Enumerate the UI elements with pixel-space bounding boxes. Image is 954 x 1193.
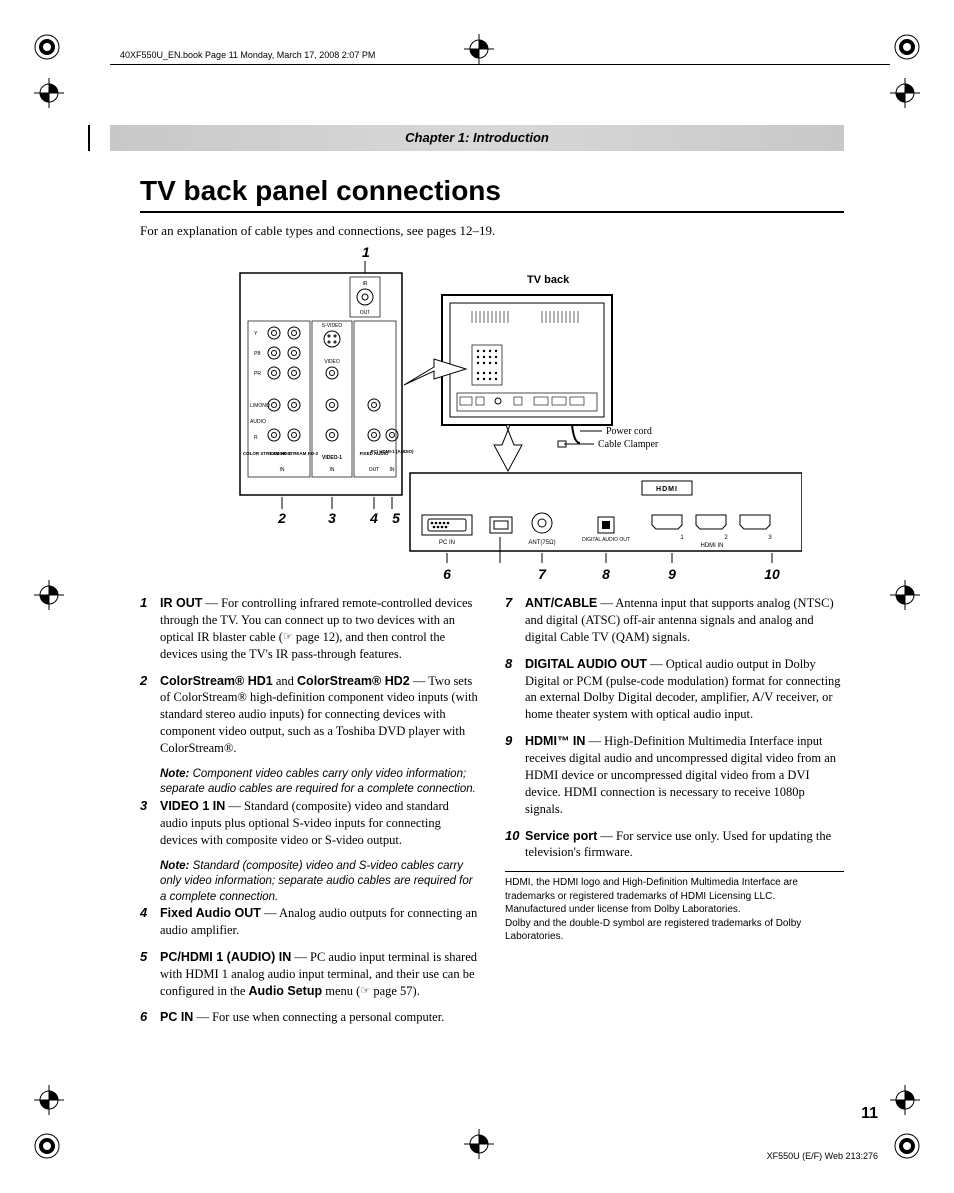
footnote-rule bbox=[505, 871, 844, 872]
svg-text:HDMI IN: HDMI IN bbox=[701, 543, 724, 549]
item-number: 3 bbox=[140, 798, 160, 849]
item-body: Service port — For service use only. Use… bbox=[525, 828, 844, 862]
connection-item: 2ColorStream® HD1 and ColorStream® HD2 —… bbox=[140, 673, 479, 757]
svg-text:IR: IR bbox=[363, 281, 368, 287]
reg-cross-icon bbox=[34, 580, 64, 610]
connection-item: 3VIDEO 1 IN — Standard (composite) video… bbox=[140, 798, 479, 849]
svg-text:Cable Clamper: Cable Clamper bbox=[598, 439, 659, 450]
svg-text:Power cord: Power cord bbox=[606, 426, 652, 437]
connection-item: 6PC IN — For use when connecting a perso… bbox=[140, 1009, 479, 1026]
reg-mark-icon bbox=[894, 34, 920, 60]
reg-mark-icon bbox=[34, 34, 60, 60]
svg-text:TV back: TV back bbox=[527, 274, 570, 286]
connection-item: 4Fixed Audio OUT — Analog audio outputs … bbox=[140, 905, 479, 939]
item-body: PC IN — For use when connecting a person… bbox=[160, 1009, 444, 1026]
item-note: Note: Component video cables carry only … bbox=[160, 767, 479, 798]
reg-mark-icon bbox=[894, 1133, 920, 1159]
chapter-band: Chapter 1: Introduction bbox=[110, 125, 844, 151]
item-number: 8 bbox=[505, 656, 525, 724]
svg-text:OUT: OUT bbox=[360, 310, 371, 316]
svg-text:4: 4 bbox=[369, 510, 378, 526]
svg-text:10: 10 bbox=[764, 566, 780, 582]
item-number: 10 bbox=[505, 828, 525, 862]
reg-cross-icon bbox=[890, 78, 920, 108]
right-column: 7ANT/CABLE — Antenna input that supports… bbox=[505, 595, 844, 1036]
left-column: 1IR OUT — For controlling infrared remot… bbox=[140, 595, 479, 1036]
item-number: 2 bbox=[140, 673, 160, 757]
svg-text:R: R bbox=[254, 435, 258, 441]
manual-page: 40XF550U_EN.book Page 11 Monday, March 1… bbox=[0, 0, 954, 1193]
svg-text:VIDEO: VIDEO bbox=[324, 359, 340, 365]
page-title: TV back panel connections bbox=[140, 175, 844, 207]
svg-text:HDMI: HDMI bbox=[656, 486, 678, 493]
item-number: 4 bbox=[140, 905, 160, 939]
svg-text:COLOR STREAM HD-2: COLOR STREAM HD-2 bbox=[270, 451, 319, 456]
svg-text:7: 7 bbox=[538, 566, 547, 582]
connection-item: 7ANT/CABLE — Antenna input that supports… bbox=[505, 595, 844, 646]
svg-text:PR: PR bbox=[254, 371, 261, 377]
reg-mark-icon bbox=[34, 1133, 60, 1159]
svg-text:OUT: OUT bbox=[369, 467, 380, 473]
svg-text:1: 1 bbox=[362, 245, 370, 260]
item-number: 6 bbox=[140, 1009, 160, 1026]
connection-item: 10Service port — For service use only. U… bbox=[505, 828, 844, 862]
reg-cross-icon bbox=[464, 1129, 494, 1159]
item-body: DIGITAL AUDIO OUT — Optical audio output… bbox=[525, 656, 844, 724]
page-content: TV back panel connections For an explana… bbox=[140, 175, 844, 1036]
item-body: ANT/CABLE — Antenna input that supports … bbox=[525, 595, 844, 646]
back-panel-figure: 1 IR OUT Y PB PR L/MONO AUDIO R bbox=[182, 245, 802, 585]
connection-item: 9HDMI™ IN — High-Definition Multimedia I… bbox=[505, 733, 844, 817]
header-rule bbox=[110, 64, 890, 65]
header-meta: 40XF550U_EN.book Page 11 Monday, March 1… bbox=[120, 50, 894, 62]
svg-text:5: 5 bbox=[392, 510, 400, 526]
svg-text:ANT(75Ω): ANT(75Ω) bbox=[528, 540, 555, 546]
svg-text:8: 8 bbox=[602, 566, 610, 582]
reg-cross-icon bbox=[34, 1085, 64, 1115]
item-number: 9 bbox=[505, 733, 525, 817]
item-note: Note: Standard (composite) video and S-v… bbox=[160, 859, 479, 906]
connection-item: 8DIGITAL AUDIO OUT — Optical audio outpu… bbox=[505, 656, 844, 724]
reg-cross-icon bbox=[890, 580, 920, 610]
svg-text:PB: PB bbox=[254, 351, 261, 357]
item-body: IR OUT — For controlling infrared remote… bbox=[160, 595, 479, 663]
svg-text:PC IN: PC IN bbox=[439, 540, 455, 546]
svg-text:9: 9 bbox=[668, 566, 676, 582]
svg-text:IN: IN bbox=[330, 467, 335, 473]
connection-item: 1IR OUT — For controlling infrared remot… bbox=[140, 595, 479, 663]
svg-text:2: 2 bbox=[277, 510, 286, 526]
intro-text: For an explanation of cable types and co… bbox=[140, 223, 844, 239]
svg-text:S-VIDEO: S-VIDEO bbox=[322, 323, 343, 329]
item-number: 1 bbox=[140, 595, 160, 663]
svg-text:VIDEO-1: VIDEO-1 bbox=[322, 455, 342, 461]
reg-cross-icon bbox=[34, 78, 64, 108]
item-body: Fixed Audio OUT — Analog audio outputs f… bbox=[160, 905, 479, 939]
item-number: 5 bbox=[140, 949, 160, 1000]
svg-text:AUDIO: AUDIO bbox=[250, 419, 266, 425]
description-columns: 1IR OUT — For controlling infrared remot… bbox=[140, 595, 844, 1036]
svg-text:3: 3 bbox=[328, 510, 336, 526]
svg-text:IN: IN bbox=[390, 467, 395, 473]
page-number: 11 bbox=[861, 1105, 878, 1123]
svg-text:6: 6 bbox=[443, 566, 451, 582]
item-number: 7 bbox=[505, 595, 525, 646]
item-body: HDMI™ IN — High-Definition Multimedia In… bbox=[525, 733, 844, 817]
item-body: PC/HDMI 1 (AUDIO) IN — PC audio input te… bbox=[160, 949, 479, 1000]
svg-text:L/MONO: L/MONO bbox=[250, 403, 270, 409]
footer-code: XF550U (E/F) Web 213:276 bbox=[767, 1151, 878, 1161]
reg-cross-icon bbox=[890, 1085, 920, 1115]
title-rule bbox=[140, 211, 844, 213]
trademark-footnote: HDMI, the HDMI logo and High-Definition … bbox=[505, 876, 844, 944]
item-body: ColorStream® HD1 and ColorStream® HD2 — … bbox=[160, 673, 479, 757]
connection-item: 5PC/HDMI 1 (AUDIO) IN — PC audio input t… bbox=[140, 949, 479, 1000]
svg-text:IN: IN bbox=[280, 467, 285, 473]
svg-text:DIGITAL AUDIO OUT: DIGITAL AUDIO OUT bbox=[582, 537, 630, 543]
item-body: VIDEO 1 IN — Standard (composite) video … bbox=[160, 798, 479, 849]
reg-cross-icon bbox=[464, 34, 494, 64]
svg-text:PC/ HDMI-1 (AUDIO): PC/ HDMI-1 (AUDIO) bbox=[371, 449, 414, 454]
